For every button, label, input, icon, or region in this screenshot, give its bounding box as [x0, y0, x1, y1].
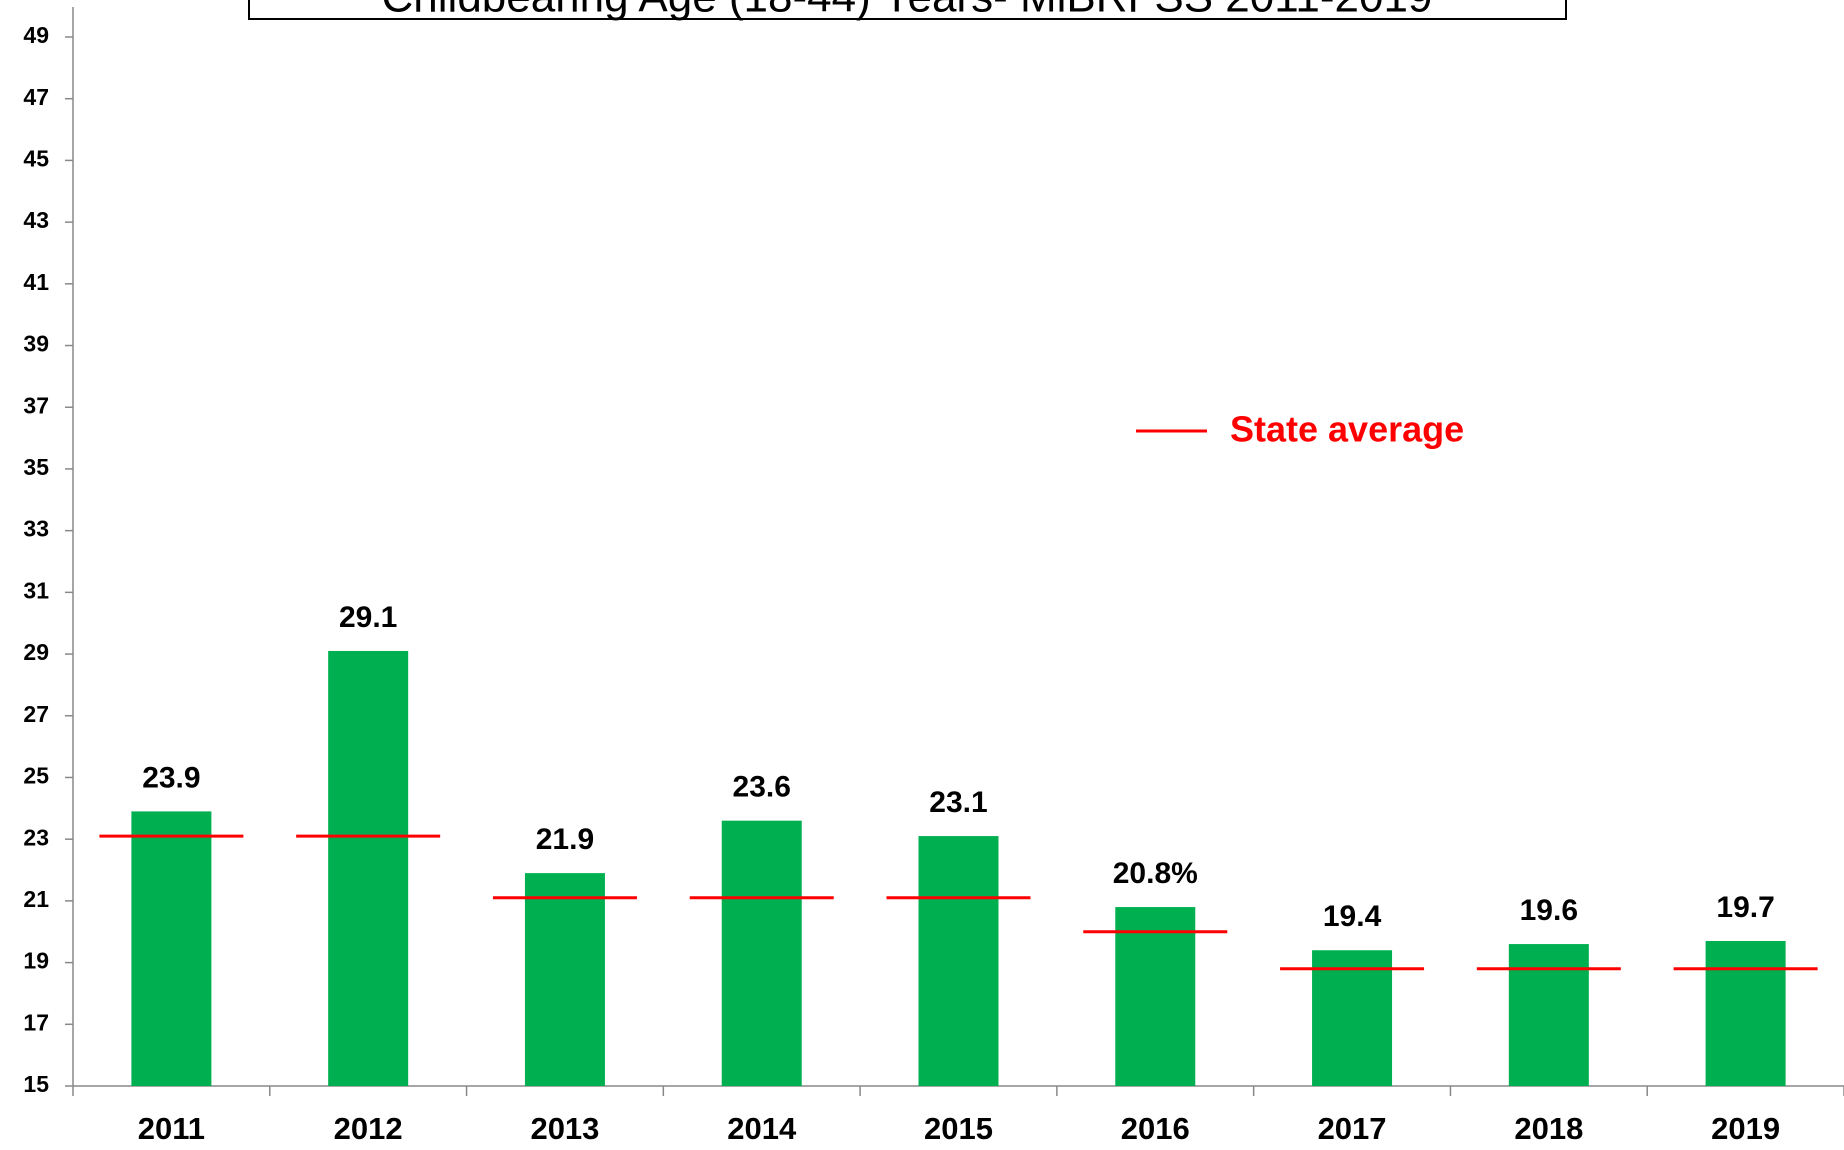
data-label: 20.8% [1113, 857, 1198, 890]
data-label: 23.9 [142, 761, 200, 794]
data-label: 23.1 [929, 786, 987, 819]
x-tick-label: 2014 [727, 1111, 797, 1146]
y-tick-label: 19 [23, 948, 49, 974]
y-tick-label: 33 [23, 516, 49, 542]
bar [721, 820, 802, 1086]
bar [1508, 944, 1589, 1086]
bar [918, 836, 999, 1086]
y-tick-label: 27 [23, 701, 49, 727]
data-label: 29.1 [339, 601, 397, 634]
x-tick-label: 2012 [334, 1111, 403, 1146]
y-tick-label: 47 [23, 84, 49, 110]
x-tick-label: 2011 [138, 1111, 205, 1146]
y-tick-label: 41 [23, 269, 49, 295]
bar [328, 650, 409, 1086]
y-tick-label: 37 [23, 392, 49, 418]
data-label: 19.4 [1323, 900, 1382, 933]
x-tick-label: 2019 [1711, 1111, 1780, 1146]
y-tick-label: 25 [23, 763, 49, 789]
data-label: 23.6 [733, 771, 791, 804]
data-label: 19.7 [1716, 891, 1774, 924]
x-tick-label: 2016 [1121, 1111, 1190, 1146]
legend-label: State average [1230, 409, 1464, 450]
bar [1705, 940, 1786, 1086]
y-tick-label: 35 [23, 454, 49, 480]
y-tick-label: 39 [23, 331, 49, 357]
bar [131, 811, 212, 1086]
bar [524, 873, 605, 1086]
bar [1115, 907, 1196, 1086]
y-tick-label: 49 [23, 22, 49, 48]
data-label: 21.9 [536, 823, 594, 856]
chart-title: Childbearing Age (18-44) Years- MiBRFSS … [382, 0, 1433, 22]
x-tick-label: 2017 [1318, 1111, 1387, 1146]
x-tick-label: 2015 [924, 1111, 993, 1146]
y-tick-label: 15 [23, 1071, 49, 1097]
y-tick-label: 31 [23, 577, 49, 603]
y-tick-label: 29 [23, 639, 49, 665]
y-tick-label: 43 [23, 207, 49, 233]
y-tick-label: 21 [23, 886, 49, 912]
title-box [248, 0, 1567, 20]
data-label: 19.6 [1520, 894, 1578, 927]
x-tick-label: 2013 [530, 1111, 599, 1146]
y-tick-label: 17 [23, 1009, 49, 1035]
bar [1312, 950, 1393, 1086]
x-tick-label: 2018 [1514, 1111, 1583, 1146]
y-tick-label: 45 [23, 145, 49, 171]
y-tick-label: 23 [23, 824, 49, 850]
